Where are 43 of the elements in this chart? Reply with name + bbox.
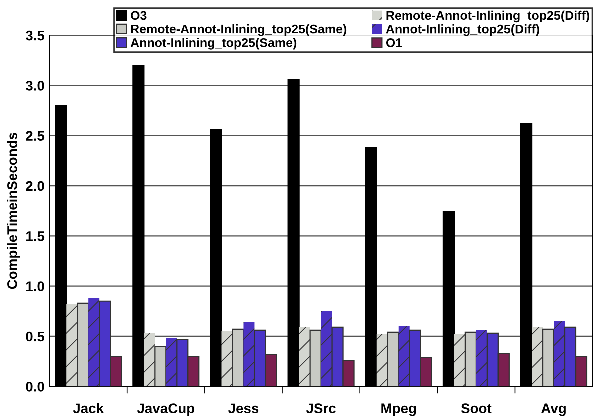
bar [454, 334, 466, 387]
bar [244, 322, 255, 387]
bar [166, 338, 178, 387]
y-tick-label: 3.5 [26, 30, 45, 41]
x-tick-label: JSrc [306, 404, 336, 414]
y-tick-label: 2.5 [26, 131, 45, 142]
bar [299, 327, 310, 387]
bar [532, 327, 544, 387]
y-tick-label: 2.0 [26, 181, 44, 192]
y-axis-title: CompileTimeinSeconds [7, 133, 20, 290]
x-tick-label: Avg [542, 404, 566, 416]
y-tick-label: 0.0 [26, 382, 44, 392]
bar [321, 311, 332, 387]
bar [464, 332, 477, 387]
bar [310, 330, 322, 387]
legend-label: Remote-Annot-Inlining_top25(Same) [131, 24, 347, 36]
x-tick-label: JavaCup [137, 404, 195, 416]
legend-label: Annot-Inlining_top25(Same) [130, 38, 297, 50]
y-tick-label: 0.5 [26, 332, 45, 342]
bar [387, 332, 400, 387]
bar [144, 333, 156, 387]
legend-label: Annot-Inlining_top25(Diff) [386, 24, 540, 36]
bar [542, 328, 555, 387]
legend-label: O3 [131, 11, 147, 20]
y-tick-label: 3.0 [26, 81, 44, 91]
bar [222, 331, 233, 387]
x-tick-label: Jack [73, 403, 104, 414]
bar [77, 302, 90, 387]
legend-label: Remote-Annot-Inlining_top25(Diff) [386, 10, 590, 23]
legend-label: O1 [386, 38, 402, 48]
x-tick-label: Soot [461, 404, 492, 414]
x-tick-label: Jess [228, 404, 259, 414]
bar [554, 321, 566, 387]
bar [154, 346, 167, 387]
bar [66, 304, 78, 387]
y-tick-label: 1.5 [26, 232, 45, 242]
bar [88, 298, 100, 387]
bar [398, 326, 410, 387]
y-tick-label: 1.0 [26, 282, 44, 292]
bar [376, 334, 388, 387]
x-tick-label: Mpeg [382, 404, 416, 416]
bar [232, 328, 244, 387]
bar [476, 330, 488, 387]
